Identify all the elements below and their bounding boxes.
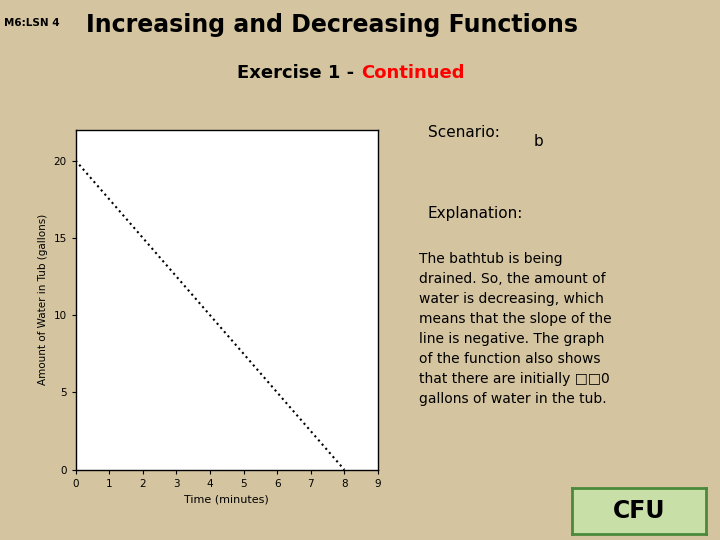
Text: Scenario:: Scenario: bbox=[428, 125, 500, 140]
Text: Explanation:: Explanation: bbox=[428, 206, 523, 220]
Y-axis label: Amount of Water in Tub (gallons): Amount of Water in Tub (gallons) bbox=[37, 214, 48, 386]
X-axis label: Time (minutes): Time (minutes) bbox=[184, 495, 269, 504]
Text: Continued: Continued bbox=[361, 64, 465, 82]
Text: Increasing and Decreasing Functions: Increasing and Decreasing Functions bbox=[86, 13, 578, 37]
Text: M6:LSN 4: M6:LSN 4 bbox=[4, 18, 59, 28]
Text: b: b bbox=[534, 134, 543, 149]
Text: Exercise 1 -: Exercise 1 - bbox=[237, 64, 360, 82]
Text: CFU: CFU bbox=[613, 498, 665, 523]
Text: The bathtub is being
drained. So, the amount of
water is decreasing, which
means: The bathtub is being drained. So, the am… bbox=[419, 252, 611, 406]
